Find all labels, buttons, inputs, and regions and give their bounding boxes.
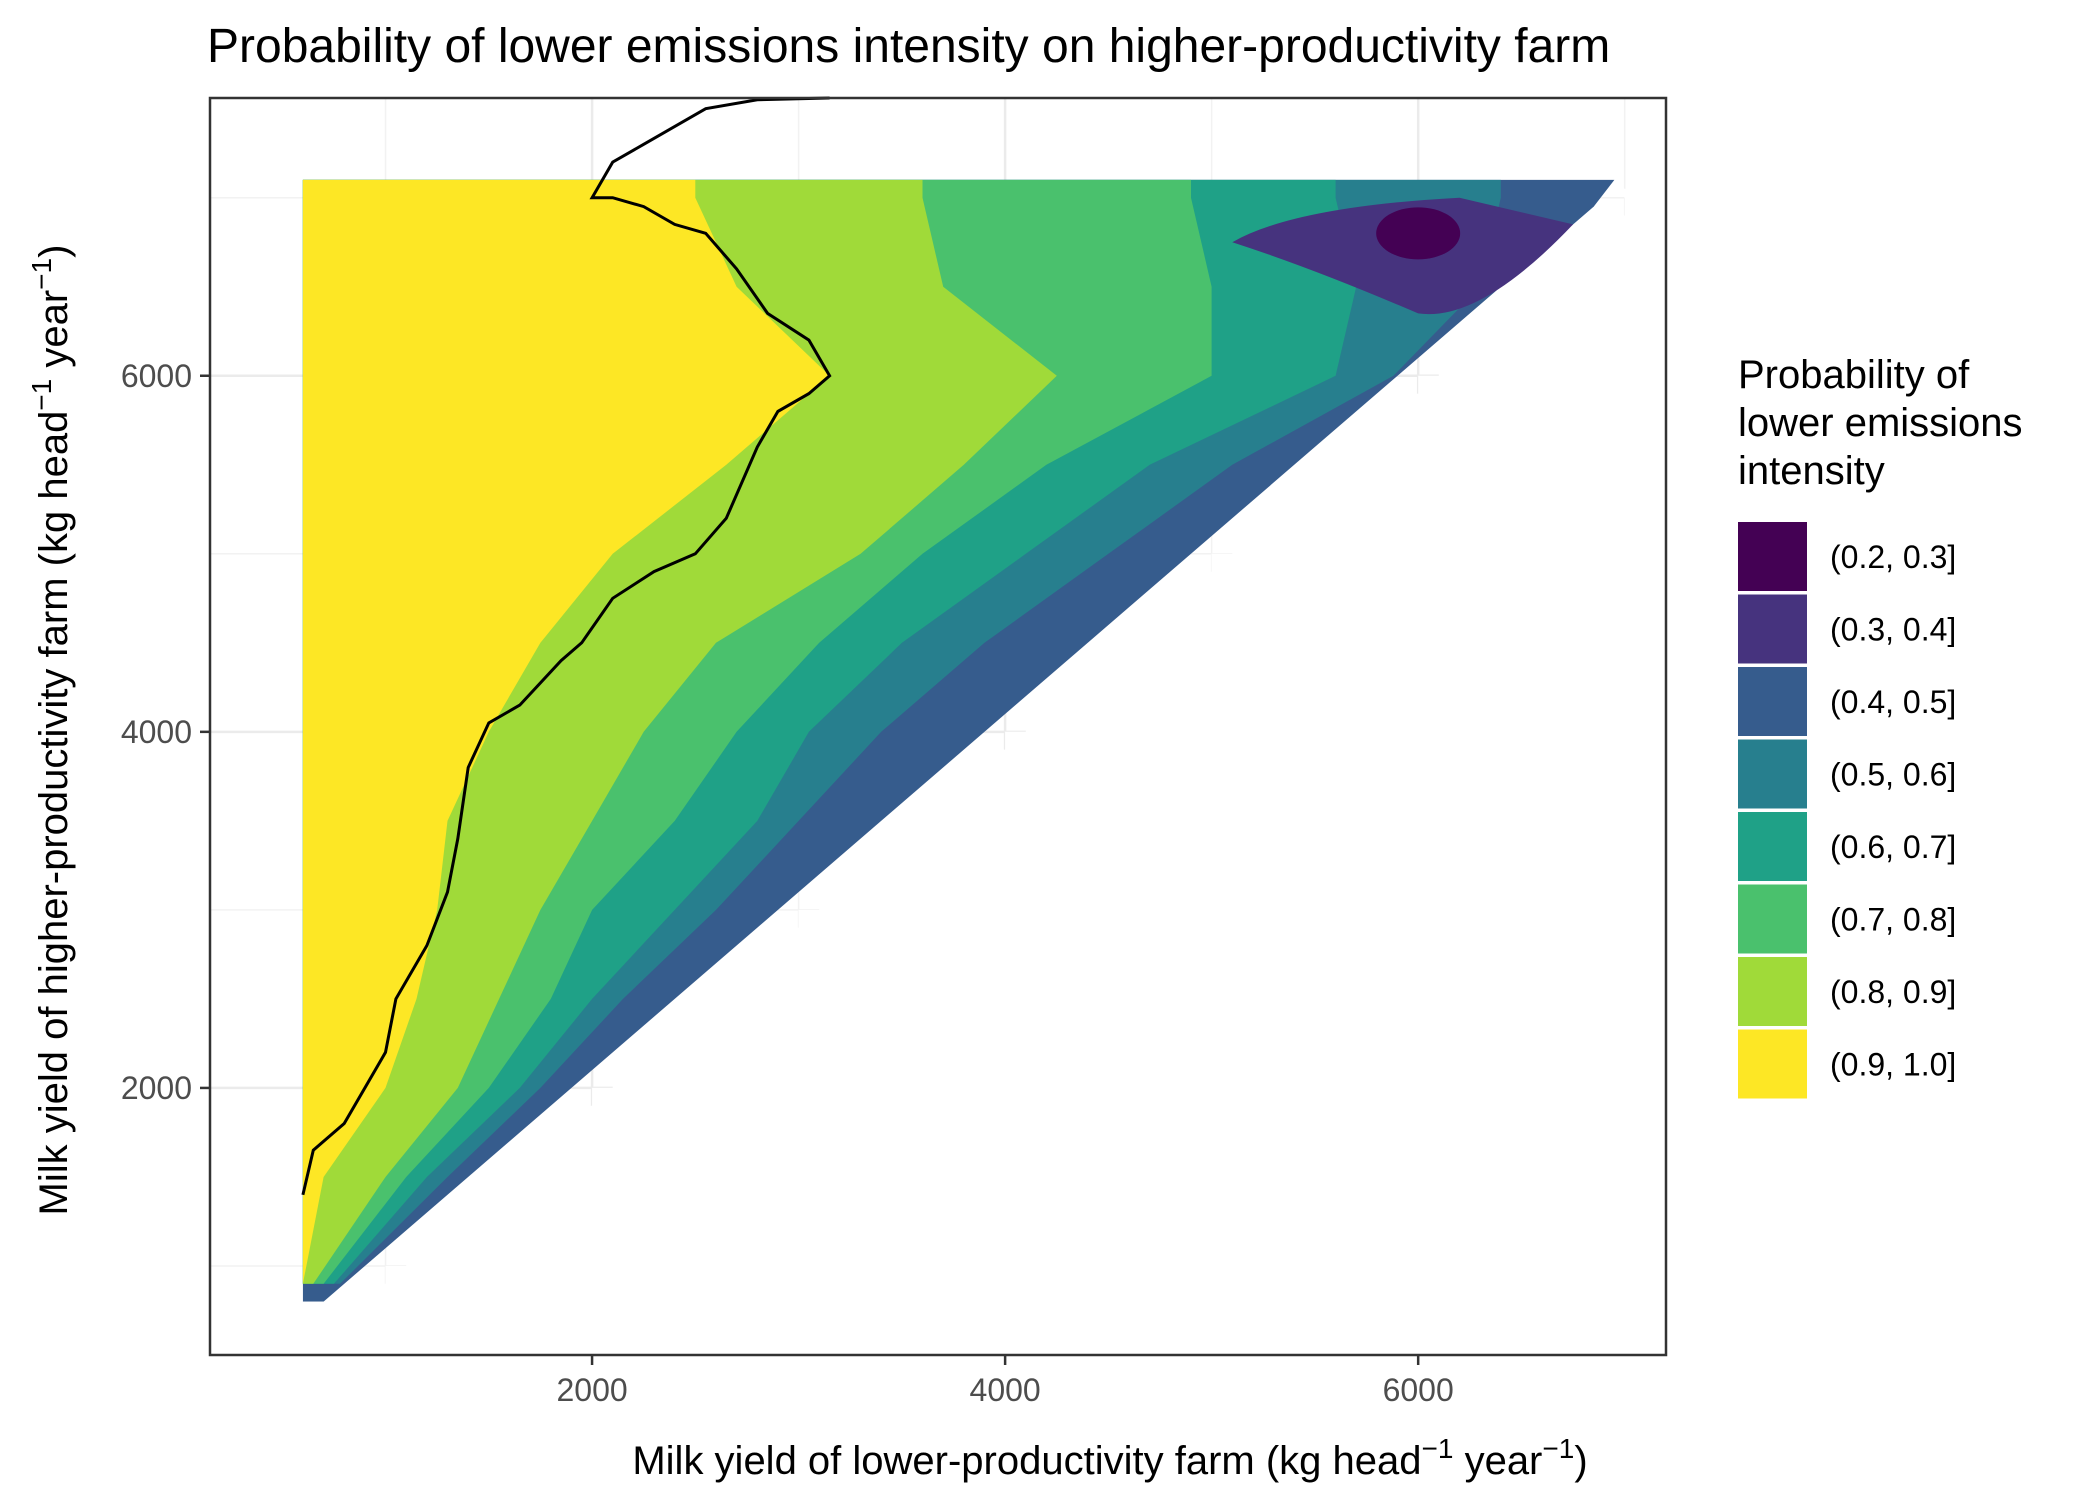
plot-border — [208, 96, 1668, 1357]
legend-label: (0.6, 0.7] — [1830, 829, 1956, 865]
x-tick-label: 6000 — [1383, 1372, 1454, 1408]
legend-title: Probability of lower emissions intensity — [1738, 353, 2034, 493]
legend-label: (0.9, 1.0] — [1830, 1047, 1956, 1083]
region-0.2-0.3 — [1376, 207, 1461, 260]
y-axis-label: Milk yield of higher-productivity farm (… — [26, 245, 76, 1216]
y-tick-label: 2000 — [121, 1070, 192, 1106]
legend-swatch — [1738, 739, 1807, 809]
y-tick-label: 4000 — [121, 714, 192, 750]
probability-regions — [302, 179, 1666, 1355]
chart-title: Probability of lower emissions intensity… — [207, 20, 1610, 73]
legend-swatch — [1738, 522, 1807, 591]
legend: Probability of lower emissions intensity… — [1738, 353, 2034, 1099]
legend-label: (0.4, 0.5] — [1830, 684, 1956, 720]
legend-label: (0.5, 0.6] — [1830, 757, 1956, 793]
y-axis: 2000 4000 6000 — [121, 358, 210, 1106]
legend-items: (0.2, 0.3] (0.3, 0.4] (0.4, 0.5] (0.5, 0.6]… — [1738, 522, 1956, 1099]
legend-label: (0.2, 0.3] — [1830, 539, 1956, 575]
x-axis-label: Milk yield of lower-productivity farm (k… — [632, 1433, 1587, 1483]
legend-label: (0.7, 0.8] — [1830, 902, 1956, 938]
legend-swatch — [1738, 594, 1807, 664]
legend-swatch — [1738, 957, 1807, 1026]
plot-area — [208, 96, 1668, 1357]
boundary-contour-line — [301, 96, 832, 1196]
legend-label: (0.3, 0.4] — [1830, 612, 1956, 648]
x-tick-label: 2000 — [556, 1372, 627, 1408]
empty-region-mask — [302, 188, 1666, 1355]
legend-swatch — [1738, 812, 1807, 881]
legend-label: (0.8, 0.9] — [1830, 974, 1956, 1010]
y-tick-label: 6000 — [121, 358, 192, 394]
x-axis: 2000 4000 6000 — [556, 1355, 1454, 1408]
region-0.9-1.0 — [302, 179, 830, 1284]
x-tick-label: 4000 — [970, 1372, 1041, 1408]
legend-swatch — [1738, 1029, 1807, 1099]
legend-swatch — [1738, 667, 1807, 736]
legend-swatch — [1738, 884, 1807, 954]
